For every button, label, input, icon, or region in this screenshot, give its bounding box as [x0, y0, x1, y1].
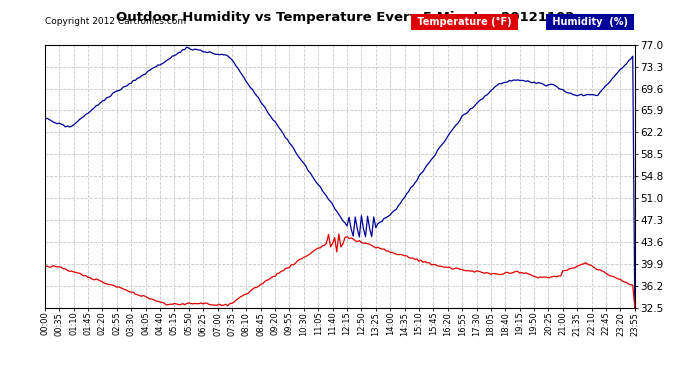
Text: Outdoor Humidity vs Temperature Every 5 Minutes 20121102: Outdoor Humidity vs Temperature Every 5 … — [116, 11, 574, 24]
Text: Temperature (°F): Temperature (°F) — [414, 17, 515, 27]
Text: Humidity  (%): Humidity (%) — [549, 17, 631, 27]
Text: Copyright 2012 Cartronics.com: Copyright 2012 Cartronics.com — [45, 17, 186, 26]
